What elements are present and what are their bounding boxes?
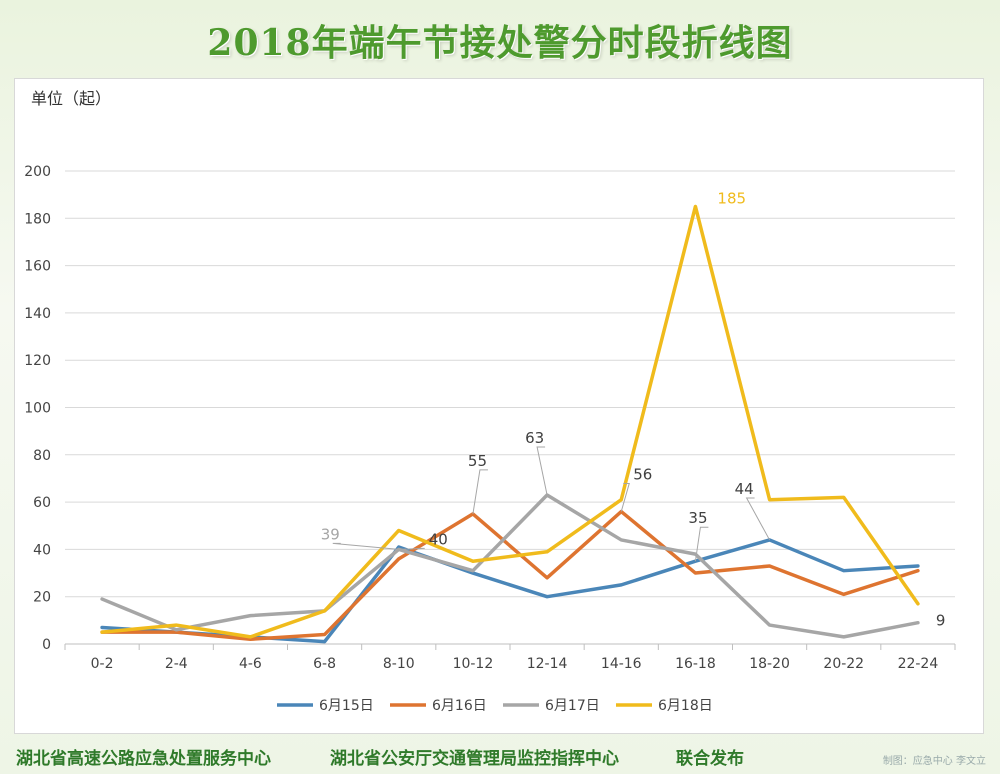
annotation-label: 55: [468, 452, 487, 470]
footer-org2: 湖北省公安厅交通管理局监控指挥中心: [330, 749, 619, 769]
y-tick-label: 120: [24, 353, 51, 369]
x-tick-labels: 0-2 2-4 4-6 6-8 8-10 10-12 12-14 14-16 16-18 18-2…: [91, 656, 939, 672]
line-chart: 0 20 40 60 80 100 120 140 160 180 200 0-2 2-4 4-6 6-8…: [24, 89, 956, 714]
footer-joint: 联合发布: [676, 749, 744, 769]
footer-credit: 制图：应急中心 李文立: [882, 756, 986, 767]
footer: 湖北省高速公路应急处置服务中心 湖北省公安厅交通管理局监控指挥中心 联合发布 制…: [0, 740, 1000, 774]
x-tick-label: 8-10: [383, 656, 415, 672]
annotation-label: 185: [717, 189, 746, 207]
x-tick-label: 6-8: [313, 656, 336, 672]
annotation-label: 40: [429, 530, 448, 548]
annotation-leader: [745, 497, 771, 541]
chart-panel: 0 20 40 60 80 100 120 140 160 180 200 0-2 2-4 4-6 6-8…: [14, 78, 984, 734]
chart-title: 2018年端午节接处警分时段折线图: [207, 22, 793, 64]
x-tick-label: 12-14: [527, 656, 568, 672]
legend-label: 6月16日: [432, 698, 487, 714]
annotation-label: 44: [735, 480, 754, 498]
annotation-leader: [694, 526, 709, 562]
series-lines: [100, 204, 920, 644]
y-tick-label: 180: [24, 211, 51, 227]
annotation-label: 35: [688, 509, 707, 527]
annotation-label: 39: [321, 525, 340, 543]
y-tick-label: 140: [24, 306, 51, 322]
legend: 6月15日 6月16日 6月17日 6月18日: [277, 698, 713, 714]
series-line-3: [100, 493, 920, 639]
x-tick-label: 16-18: [675, 656, 716, 672]
y-tick-label: 200: [24, 164, 51, 180]
annotation-leader: [398, 547, 425, 550]
grid-lines: [64, 170, 956, 650]
annotation-label: 9: [936, 612, 946, 630]
x-tick-label: 18-20: [749, 656, 790, 672]
y-tick-label: 160: [24, 259, 51, 275]
x-tick-label: 2-4: [165, 656, 188, 672]
x-tick-label: 20-22: [823, 656, 864, 672]
annotation-leaders: [332, 446, 771, 562]
y-tick-labels: 0 20 40 60 80 100 120 140 160 180 200: [24, 164, 51, 653]
annotation-leader: [332, 542, 399, 550]
legend-label: 6月18日: [658, 698, 713, 714]
annotation-label: 63: [525, 429, 544, 447]
y-tick-label: 0: [42, 637, 51, 653]
y-tick-label: 40: [33, 542, 51, 558]
x-tick-label: 14-16: [601, 656, 642, 672]
series-line-2: [100, 509, 920, 642]
x-tick-label: 0-2: [91, 656, 114, 672]
footer-org1: 湖北省高速公路应急处置服务中心: [16, 749, 271, 769]
x-tick-label: 10-12: [453, 656, 494, 672]
y-axis-label: 单位（起）: [31, 89, 111, 108]
legend-label: 6月15日: [319, 698, 374, 714]
x-tick-label: 4-6: [239, 656, 262, 672]
x-tick-label: 22-24: [898, 656, 939, 672]
series-line-4: [100, 204, 920, 639]
annotation-label: 56: [633, 466, 652, 484]
annotations: 39 40 55 63 56 35 185 44 9: [321, 189, 946, 629]
y-tick-label: 20: [33, 590, 51, 606]
y-tick-label: 100: [24, 401, 51, 417]
annotation-leader: [536, 446, 548, 496]
annotation-leader: [620, 483, 630, 512]
y-tick-label: 60: [33, 495, 51, 511]
legend-label: 6月17日: [545, 698, 600, 714]
annotation-leader: [472, 469, 488, 515]
y-tick-label: 80: [33, 448, 51, 464]
